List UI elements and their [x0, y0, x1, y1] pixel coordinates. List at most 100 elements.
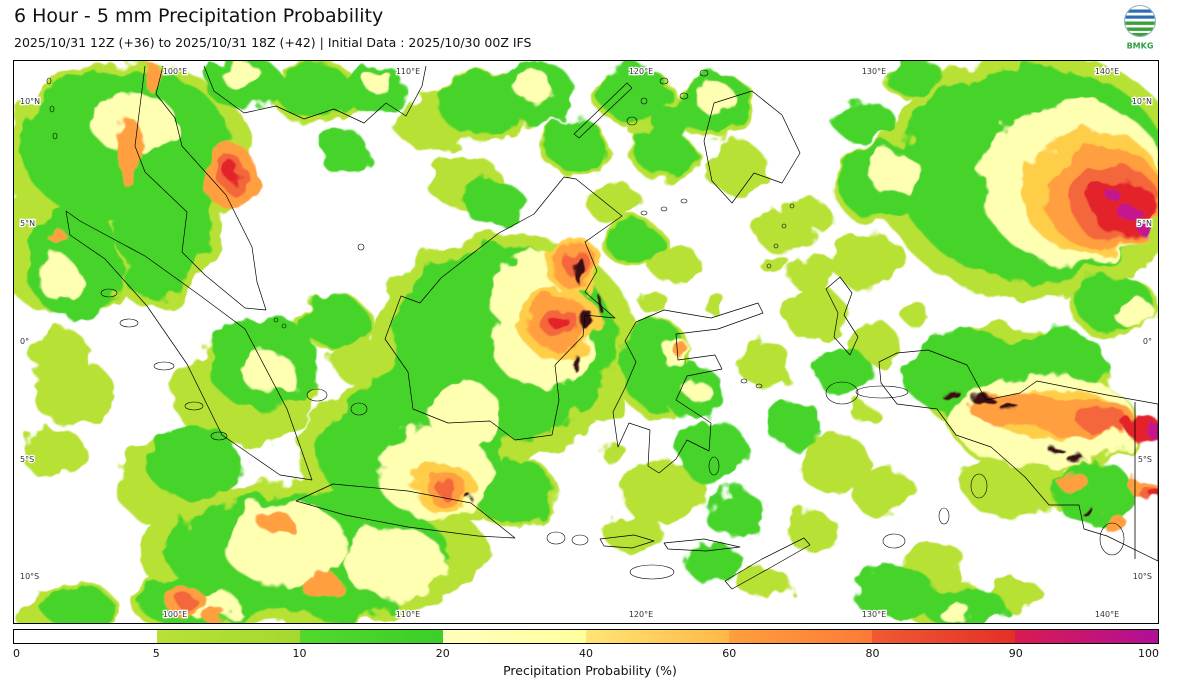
precip-blob-g2	[463, 181, 525, 225]
precip-blob-g2	[473, 460, 555, 524]
island-outline	[708, 456, 720, 476]
precip-blob-g1	[851, 404, 877, 422]
axis-tick-label: 120°E	[629, 67, 653, 76]
island-outline	[153, 361, 175, 371]
island-outline	[660, 206, 668, 212]
precip-blob-g2	[274, 62, 350, 116]
island-outline	[626, 116, 638, 126]
island-outline	[755, 383, 763, 389]
precip-blob-g2	[26, 203, 122, 319]
precip-blob-r1	[553, 317, 571, 333]
axis-tick-label: 110°E	[396, 67, 420, 76]
precip-blob-g1	[604, 513, 664, 553]
precip-blob-g2	[704, 489, 764, 537]
colorbar-segment	[1015, 630, 1158, 643]
colorbar-segment	[443, 630, 586, 643]
precip-blob-g1	[831, 233, 907, 289]
precip-blob-o1	[204, 608, 228, 623]
coastline	[295, 483, 516, 539]
axis-tick-label: 5°N	[20, 219, 35, 228]
island-outline	[781, 223, 787, 229]
precip-blob-g1	[701, 294, 727, 312]
coastline	[384, 176, 623, 441]
precip-blob-o1	[673, 345, 691, 357]
precip-blob-g1	[601, 443, 627, 463]
precip-blob-y1	[343, 527, 445, 599]
precip-blob-g2	[678, 422, 750, 484]
precip-blob-y1	[868, 152, 920, 194]
island-outline	[640, 97, 648, 105]
precip-blob-g1	[779, 197, 829, 229]
axis-tick-label: 100°E	[163, 610, 187, 619]
colorbar-label: Precipitation Probability (%)	[503, 663, 677, 678]
precip-blob-y1	[515, 72, 553, 102]
axis-tick-label: 10°N	[1132, 97, 1152, 106]
colorbar	[13, 629, 1159, 644]
island-outline	[1099, 522, 1125, 556]
island-outline	[766, 263, 772, 269]
precip-blob-g1	[797, 434, 871, 492]
precip-blob-g1	[788, 513, 840, 553]
island-outline	[273, 317, 279, 323]
precip-blob-y1	[694, 82, 734, 112]
colorbar-tick-value: 0	[13, 647, 20, 660]
precip-blob-dark	[1081, 510, 1097, 516]
island-outline	[938, 507, 950, 525]
island-outline	[773, 243, 779, 249]
colorbar-tick-value: 90	[1008, 647, 1023, 660]
precip-blob-dark	[575, 257, 585, 285]
island-outline	[740, 378, 748, 384]
precip-blob-y1	[222, 502, 346, 584]
coastline	[134, 65, 267, 311]
island-outline	[855, 385, 909, 399]
coastline	[724, 537, 811, 590]
precip-blob-g2	[606, 223, 662, 263]
island-outline	[882, 533, 906, 549]
precip-blob-dark	[467, 495, 473, 501]
precip-blob-o1	[142, 62, 160, 90]
precip-blob-g2	[884, 61, 944, 95]
precip-blob-g1	[32, 361, 116, 425]
bmkg-logo: BMKG	[1120, 4, 1160, 54]
island-outline	[970, 473, 988, 499]
island-outline	[119, 318, 139, 328]
coastline	[612, 302, 764, 474]
precipitation-map: 100°E 100°E 110°E 110°E 120°E 120°E 130°E 130°E…	[14, 61, 1158, 623]
colorbar-tick-value: 100	[1138, 647, 1159, 660]
precip-blob-g2	[635, 131, 693, 175]
colorbar-segment	[300, 630, 443, 643]
colorbar-segment	[872, 630, 1015, 643]
axis-tick-label: 100°E	[163, 67, 187, 76]
precip-blob-g1	[639, 292, 669, 314]
island-outline	[571, 534, 589, 546]
coastlines-layer	[46, 65, 1158, 590]
colorbar-segment	[586, 630, 729, 643]
island-outline	[629, 564, 675, 580]
precip-blob-g2	[685, 544, 743, 582]
precip-blob-g1	[899, 303, 929, 323]
island-outline	[546, 531, 566, 545]
precip-blob-g1	[738, 567, 790, 599]
axis-tick-label: 10°S	[20, 572, 39, 581]
colorbar-segment	[157, 630, 300, 643]
colorbar-tick-value: 10	[292, 647, 307, 660]
axis-tick-label: 10°S	[1133, 572, 1152, 581]
precip-blob-o1	[260, 510, 292, 536]
precip-blob-g1	[736, 341, 792, 385]
island-outline	[357, 243, 365, 251]
precip-blob-o2	[178, 595, 198, 611]
precip-blob-dark	[596, 295, 602, 311]
coastline	[825, 276, 859, 356]
validity-subtitle: 2025/10/31 12Z (+36) to 2025/10/31 18Z (…	[14, 35, 532, 50]
axis-tick-label: 130°E	[862, 610, 886, 619]
coastline	[203, 65, 427, 124]
axis-labels-layer: 100°E 100°E 110°E 110°E 120°E 120°E 130°E 130°E…	[19, 66, 1154, 621]
precip-blob-o1	[301, 576, 327, 596]
island-outline	[306, 388, 328, 402]
axis-tick-label: 10°N	[20, 97, 40, 106]
precip-blob-g1	[759, 253, 789, 273]
precip-blob-g1	[782, 287, 846, 339]
axis-tick-label: 120°E	[629, 610, 653, 619]
island-outline	[184, 401, 204, 411]
